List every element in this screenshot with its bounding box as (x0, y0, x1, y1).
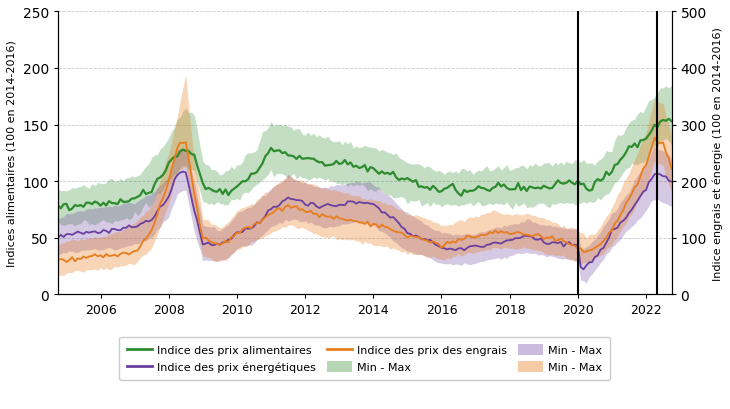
Y-axis label: Indice engrais et énergie (100 en 2014-2016): Indice engrais et énergie (100 en 2014-2… (712, 27, 723, 280)
Y-axis label: Indices alimentaires (100 en 2014-2016): Indices alimentaires (100 en 2014-2016) (7, 40, 17, 267)
Legend: Indice des prix alimentaires, Indice des prix énergétiques, Indice des prix des : Indice des prix alimentaires, Indice des… (120, 337, 610, 380)
